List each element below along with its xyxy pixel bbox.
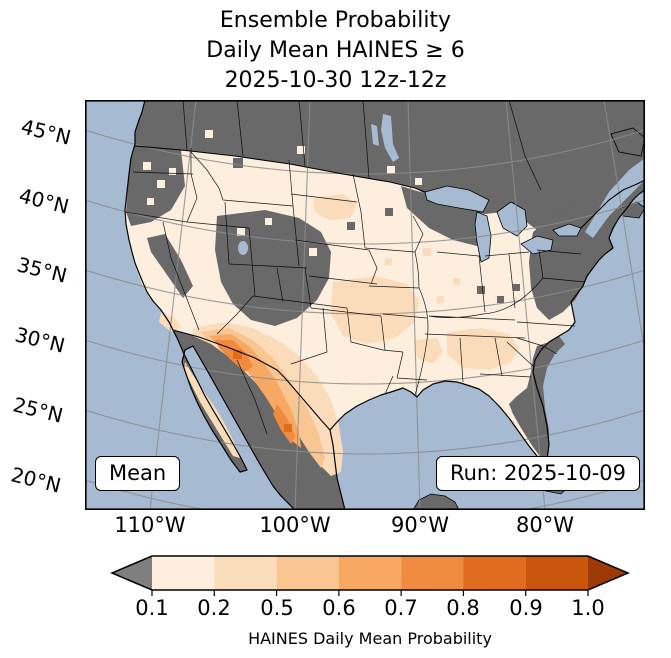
newfoundland bbox=[610, 127, 645, 157]
national-borders bbox=[134, 145, 645, 431]
title-line-2: Daily Mean HAINES ≥ 6 bbox=[206, 38, 465, 63]
lon-label-110w: 110°W bbox=[114, 513, 186, 537]
cb-tick-0.6: 0.6 bbox=[322, 596, 356, 620]
st-lawrence-gulf bbox=[585, 158, 645, 238]
figure-title: Ensemble Probability Daily Mean HAINES ≥… bbox=[0, 6, 671, 96]
lake-manitoba bbox=[371, 124, 379, 146]
no-data-patches bbox=[126, 146, 639, 460]
title-line-3: 2025-10-30 12z-12z bbox=[224, 68, 447, 93]
other-water-features bbox=[238, 114, 645, 255]
lat-label-45n: 45°N bbox=[18, 114, 74, 150]
mean-annotation-box: Mean bbox=[95, 456, 181, 491]
colorbar-segment-3 bbox=[276, 556, 339, 590]
lat-label-35n: 35°N bbox=[14, 252, 70, 288]
lon-label-90w: 90°W bbox=[391, 513, 449, 537]
state-borders bbox=[124, 100, 586, 435]
st-lawrence-border bbox=[580, 179, 645, 229]
probability-patches bbox=[159, 194, 519, 476]
low-probability-flecks bbox=[143, 130, 422, 256]
lat-label-20n: 20°N bbox=[8, 462, 64, 498]
colorbar-segment-7 bbox=[525, 556, 589, 590]
cb-tick-1.0: 1.0 bbox=[571, 596, 605, 620]
lon-label-80w: 80°W bbox=[516, 513, 574, 537]
lake-winnipeg bbox=[381, 114, 399, 162]
great-salt-lake bbox=[238, 241, 248, 255]
cb-tick-0.9: 0.9 bbox=[509, 596, 543, 620]
colorbar-segment-5 bbox=[401, 556, 464, 590]
colorbar-over-arrow bbox=[588, 556, 628, 590]
us-canada-border bbox=[134, 145, 426, 193]
cb-tick-0.2: 0.2 bbox=[197, 596, 231, 620]
colorbar-ticks bbox=[151, 590, 589, 596]
great-lakes bbox=[424, 185, 582, 263]
colorbar-segment-6 bbox=[463, 556, 526, 590]
cb-tick-0.5: 0.5 bbox=[260, 596, 294, 620]
lat-label-30n: 30°N bbox=[12, 322, 68, 358]
map-frame bbox=[85, 100, 645, 510]
run-annotation-box: Run: 2025-10-09 bbox=[435, 456, 640, 491]
yucatan bbox=[412, 493, 460, 510]
cb-tick-0.1: 0.1 bbox=[135, 596, 169, 620]
lon-label-100w: 100°W bbox=[259, 513, 331, 537]
lat-label-25n: 25°N bbox=[10, 392, 66, 428]
colorbar-segment-2 bbox=[214, 556, 277, 590]
us-mexico-border bbox=[172, 329, 331, 431]
probability-map bbox=[85, 100, 645, 510]
colorbar-segment-4 bbox=[338, 556, 402, 590]
colorbar-under-arrow bbox=[112, 556, 152, 590]
colorbar-segment-1 bbox=[152, 556, 215, 590]
title-line-1: Ensemble Probability bbox=[219, 8, 452, 33]
cb-tick-0.8: 0.8 bbox=[446, 596, 480, 620]
cb-tick-0.7: 0.7 bbox=[384, 596, 418, 620]
colorbar-axis-label: HAINES Daily Mean Probability bbox=[248, 629, 492, 648]
lat-label-40n: 40°N bbox=[16, 183, 72, 219]
graticule bbox=[85, 100, 645, 510]
colorbar bbox=[110, 555, 630, 596]
